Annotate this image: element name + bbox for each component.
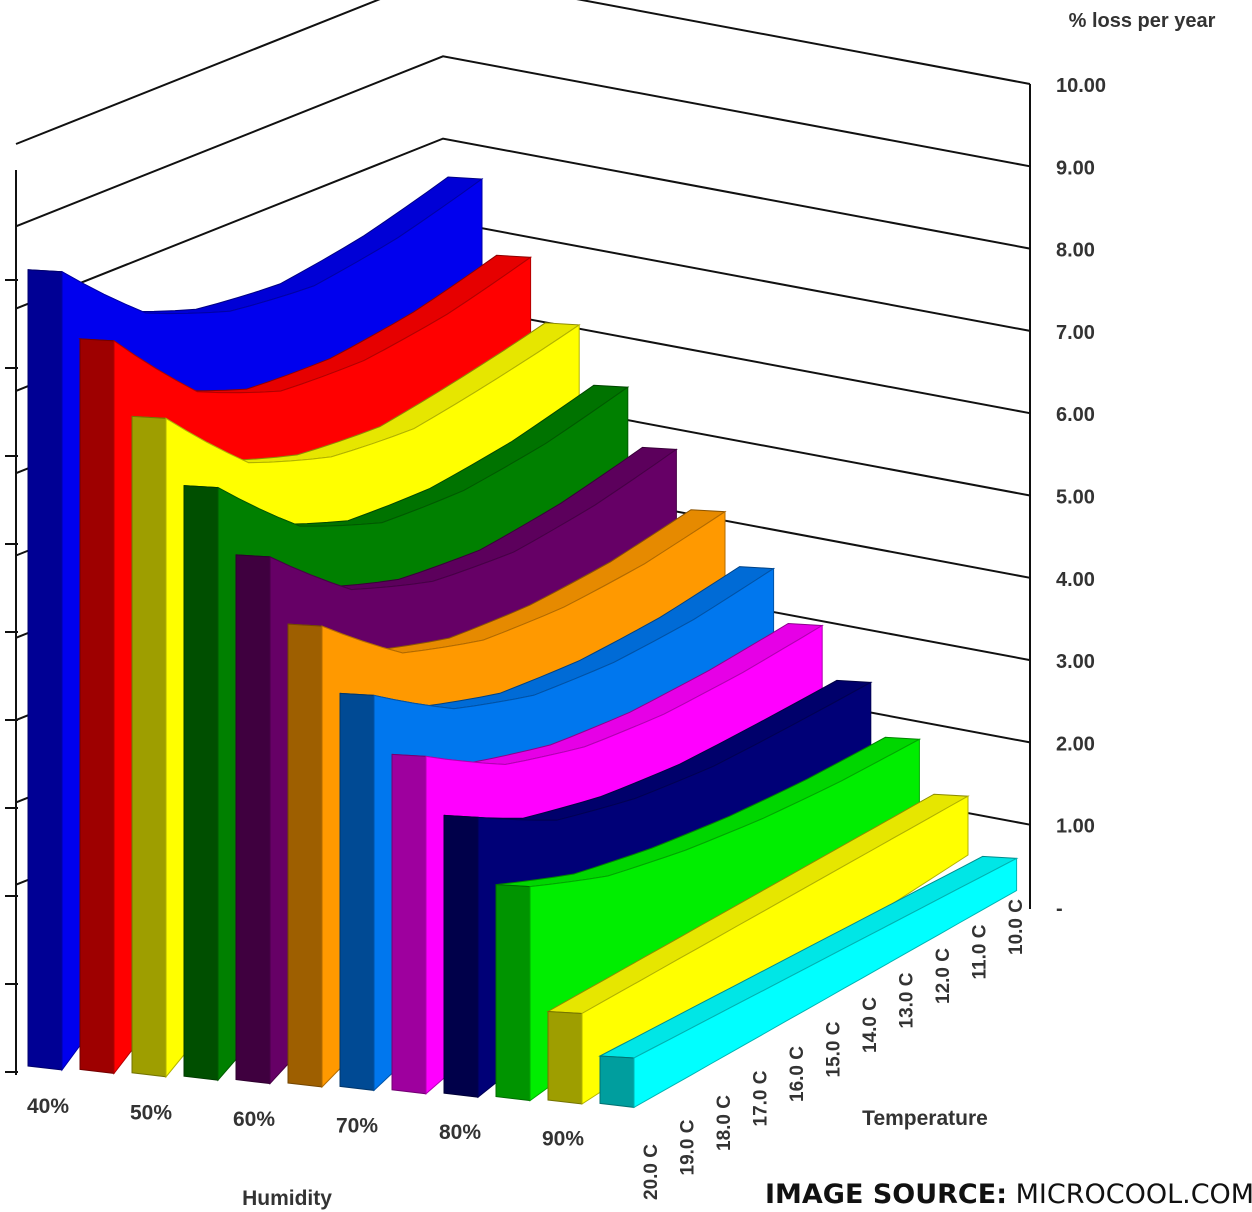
source-label: IMAGE SOURCE: — [765, 1179, 1007, 1210]
humidity-tick-label: 80% — [439, 1121, 481, 1144]
humidity-tick-label: 60% — [233, 1108, 275, 1131]
ribbon-side-7 — [391, 753, 427, 1095]
ribbon-side-6 — [339, 692, 375, 1091]
z-axis-title: % loss per year — [1069, 10, 1216, 32]
z-tick-label: 10.00 — [1056, 75, 1106, 97]
ribbon-side-0 — [27, 269, 63, 1071]
x-axis-title: Humidity — [242, 1187, 332, 1210]
chart-ribbons — [27, 176, 1019, 1109]
humidity-tick-label: 50% — [130, 1102, 172, 1125]
temperature-tick-label: 11.0 C — [970, 924, 991, 979]
z-tick-label: 5.00 — [1056, 487, 1095, 509]
ribbon-side-11 — [599, 1055, 635, 1108]
temperature-tick-label: 15.0 C — [824, 1021, 845, 1077]
temperature-tick-label: 10.0 C — [1006, 899, 1027, 955]
z-tick-label: 7.00 — [1056, 322, 1095, 344]
ribbon-side-10 — [547, 1010, 583, 1105]
z-tick-label: 2.00 — [1056, 733, 1095, 755]
temperature-tick-label: 14.0 C — [860, 997, 881, 1053]
ribbon-side-3 — [183, 485, 219, 1081]
temperature-tick-label: 18.0 C — [714, 1095, 735, 1151]
source-text: MICROCOOL.COM — [1015, 1179, 1252, 1210]
ribbon-side-5 — [287, 623, 323, 1088]
z-tick-label: 4.00 — [1056, 569, 1095, 591]
gridline-9 — [15, 55, 1031, 228]
gridline-8 — [15, 137, 1031, 310]
z-tick-label: 1.00 — [1056, 816, 1095, 838]
temperature-tick-label: 17.0 C — [751, 1070, 772, 1126]
temperature-tick-label: 19.0 C — [678, 1119, 699, 1175]
humidity-tick-label: 90% — [542, 1128, 584, 1151]
temperature-tick-label: 16.0 C — [787, 1046, 808, 1102]
ribbon-side-4 — [235, 554, 271, 1085]
y-axis-title: Temperature — [862, 1107, 988, 1130]
image-source-credit: IMAGE SOURCE: MICROCOOL.COM — [765, 1179, 1252, 1210]
temperature-tick-label: 13.0 C — [897, 972, 918, 1028]
ribbon-side-2 — [131, 415, 167, 1078]
temperature-tick-label: 12.0 C — [933, 948, 954, 1004]
humidity-tick-label: 70% — [336, 1115, 378, 1138]
z-tick-label: - — [1056, 898, 1063, 920]
z-tick-label: 8.00 — [1056, 240, 1095, 262]
z-tick-label: 3.00 — [1056, 651, 1095, 673]
gridline-10 — [15, 0, 1031, 145]
ribbon-front-11 — [633, 857, 1018, 1109]
ribbon-side-8 — [443, 814, 479, 1098]
axis-labels: % loss per year Humidity Temperature - 1.… — [27, 10, 1216, 1210]
z-tick-label: 6.00 — [1056, 404, 1095, 426]
humidity-tick-label: 40% — [27, 1095, 69, 1118]
ribbon-side-9 — [495, 884, 531, 1102]
z-tick-label: 9.00 — [1056, 157, 1095, 179]
ribbon-side-1 — [79, 338, 115, 1074]
temperature-tick-label: 20.0 C — [641, 1144, 662, 1200]
